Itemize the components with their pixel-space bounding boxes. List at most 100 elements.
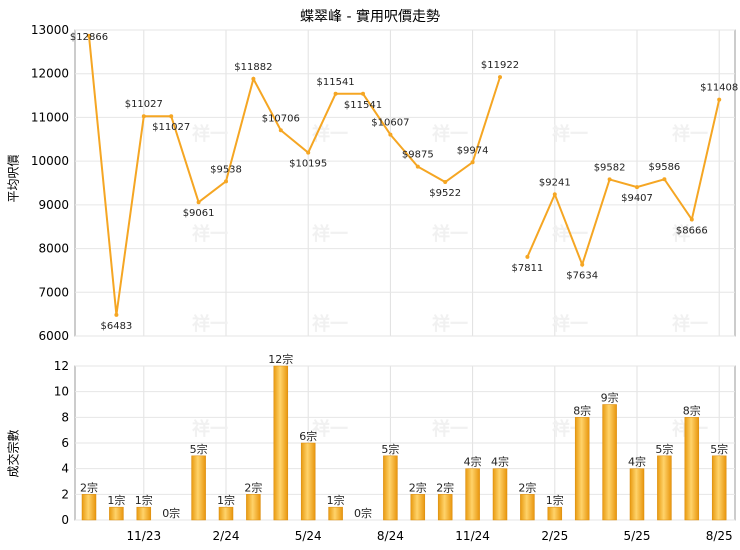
count-data-label: 5宗	[190, 442, 208, 456]
chart-title: 蝶翠峰 - 實用呎價走勢	[300, 9, 440, 25]
watermark-text: 祥一	[312, 313, 348, 335]
price-point	[169, 114, 174, 119]
price-tick-label: 9000	[38, 198, 69, 212]
price-data-label: $11027	[125, 99, 163, 110]
count-data-label: 9宗	[601, 391, 619, 405]
count-tick-label: 8	[61, 410, 69, 424]
count-data-label: 1宗	[107, 493, 125, 507]
watermark-text: 祥一	[552, 123, 588, 145]
price-data-label: $10195	[289, 159, 327, 170]
price-point	[388, 132, 393, 137]
price-data-label: $9875	[402, 150, 434, 161]
price-tick-label: 6000	[38, 329, 69, 343]
x-tick-label: 2/25	[541, 529, 568, 543]
x-tick-label: 8/24	[377, 529, 404, 543]
price-data-label: $10706	[262, 113, 300, 124]
watermark-text: 祥一	[192, 418, 228, 440]
price-point	[306, 150, 311, 155]
count-data-label: 0宗	[162, 506, 180, 520]
watermark-text: 祥一	[192, 223, 228, 245]
count-tick-label: 2	[61, 487, 69, 501]
x-tick-label: 8/25	[706, 529, 733, 543]
watermark-text: 祥一	[192, 123, 228, 145]
watermark-text: 祥一	[192, 313, 228, 335]
price-data-label: $11882	[234, 62, 272, 73]
count-data-label: 2宗	[80, 480, 98, 494]
x-tick-label: 11/23	[127, 529, 162, 543]
price-data-label: $9538	[210, 164, 242, 175]
count-bar	[437, 494, 453, 521]
count-bar	[657, 455, 672, 521]
count-data-label: 1宗	[546, 493, 564, 507]
count-data-label: 4宗	[491, 455, 509, 469]
price-point	[635, 185, 639, 190]
count-data-label: 12宗	[268, 352, 293, 366]
count-bar	[328, 506, 343, 521]
price-point	[224, 179, 228, 184]
price-tick-label: 7000	[38, 285, 69, 299]
count-bar	[711, 455, 727, 521]
count-bar	[246, 494, 261, 521]
count-data-label: 2宗	[244, 480, 262, 494]
count-bar	[465, 468, 480, 521]
price-point	[278, 128, 283, 133]
price-point	[251, 76, 256, 81]
count-tick-label: 4	[61, 462, 69, 476]
price-data-label: $11541	[344, 100, 382, 111]
price-tick-label: 10000	[31, 154, 69, 168]
price-data-label: $7811	[511, 263, 543, 274]
count-data-label: 1宗	[217, 493, 235, 507]
price-tick-label: 11000	[31, 110, 69, 124]
watermark-text: 祥一	[672, 223, 708, 245]
count-data-label: 0宗	[354, 506, 372, 520]
price-point	[717, 97, 722, 102]
count-data-label: 5宗	[655, 442, 673, 456]
watermark-text: 祥一	[432, 418, 468, 440]
count-tick-label: 0	[61, 513, 69, 527]
price-point	[470, 160, 475, 165]
price-point	[498, 75, 502, 80]
price-data-label: $8666	[676, 225, 708, 236]
count-bar	[136, 506, 152, 521]
price-data-label: $11541	[317, 77, 355, 88]
count-data-label: 1宗	[327, 493, 345, 507]
price-data-label: $11027	[152, 122, 190, 133]
watermark-text: 祥一	[432, 313, 468, 335]
count-data-label: 1宗	[135, 493, 153, 507]
price-tick-label: 8000	[38, 242, 69, 256]
count-bar	[218, 506, 234, 521]
count-tick-label: 6	[61, 436, 69, 450]
price-point	[333, 91, 338, 96]
price-data-label: $9582	[594, 162, 626, 173]
count-data-label: 2宗	[409, 480, 427, 494]
price-point	[87, 33, 91, 38]
price-data-label: $11922	[481, 60, 519, 71]
count-data-label: 4宗	[628, 455, 646, 469]
count-bar	[410, 494, 426, 521]
count-bar	[520, 494, 535, 521]
price-point	[443, 180, 448, 185]
count-data-label: 5宗	[381, 442, 399, 456]
price-point	[552, 192, 557, 197]
count-bar	[574, 417, 590, 521]
count-data-label: 2宗	[518, 480, 536, 494]
x-tick-label: 5/24	[295, 529, 322, 543]
price-tick-label: 12000	[31, 67, 69, 81]
price-tick-label: 13000	[31, 23, 69, 37]
count-bar	[602, 404, 617, 521]
price-data-label: $6483	[100, 321, 132, 332]
price-point	[689, 217, 694, 222]
count-data-label: 5宗	[710, 442, 728, 456]
count-bar	[492, 468, 508, 521]
price-data-label: $9522	[429, 188, 461, 199]
watermark-text: 祥一	[312, 418, 348, 440]
x-tick-label: 11/24	[455, 529, 490, 543]
price-point	[580, 262, 585, 267]
price-data-label: $11408	[700, 83, 738, 94]
x-tick-label: 2/24	[213, 529, 240, 543]
count-bar	[547, 506, 563, 521]
count-bar	[300, 442, 316, 521]
count-data-label: 6宗	[299, 429, 317, 443]
price-point	[361, 91, 365, 96]
watermark-text: 祥一	[312, 123, 348, 145]
